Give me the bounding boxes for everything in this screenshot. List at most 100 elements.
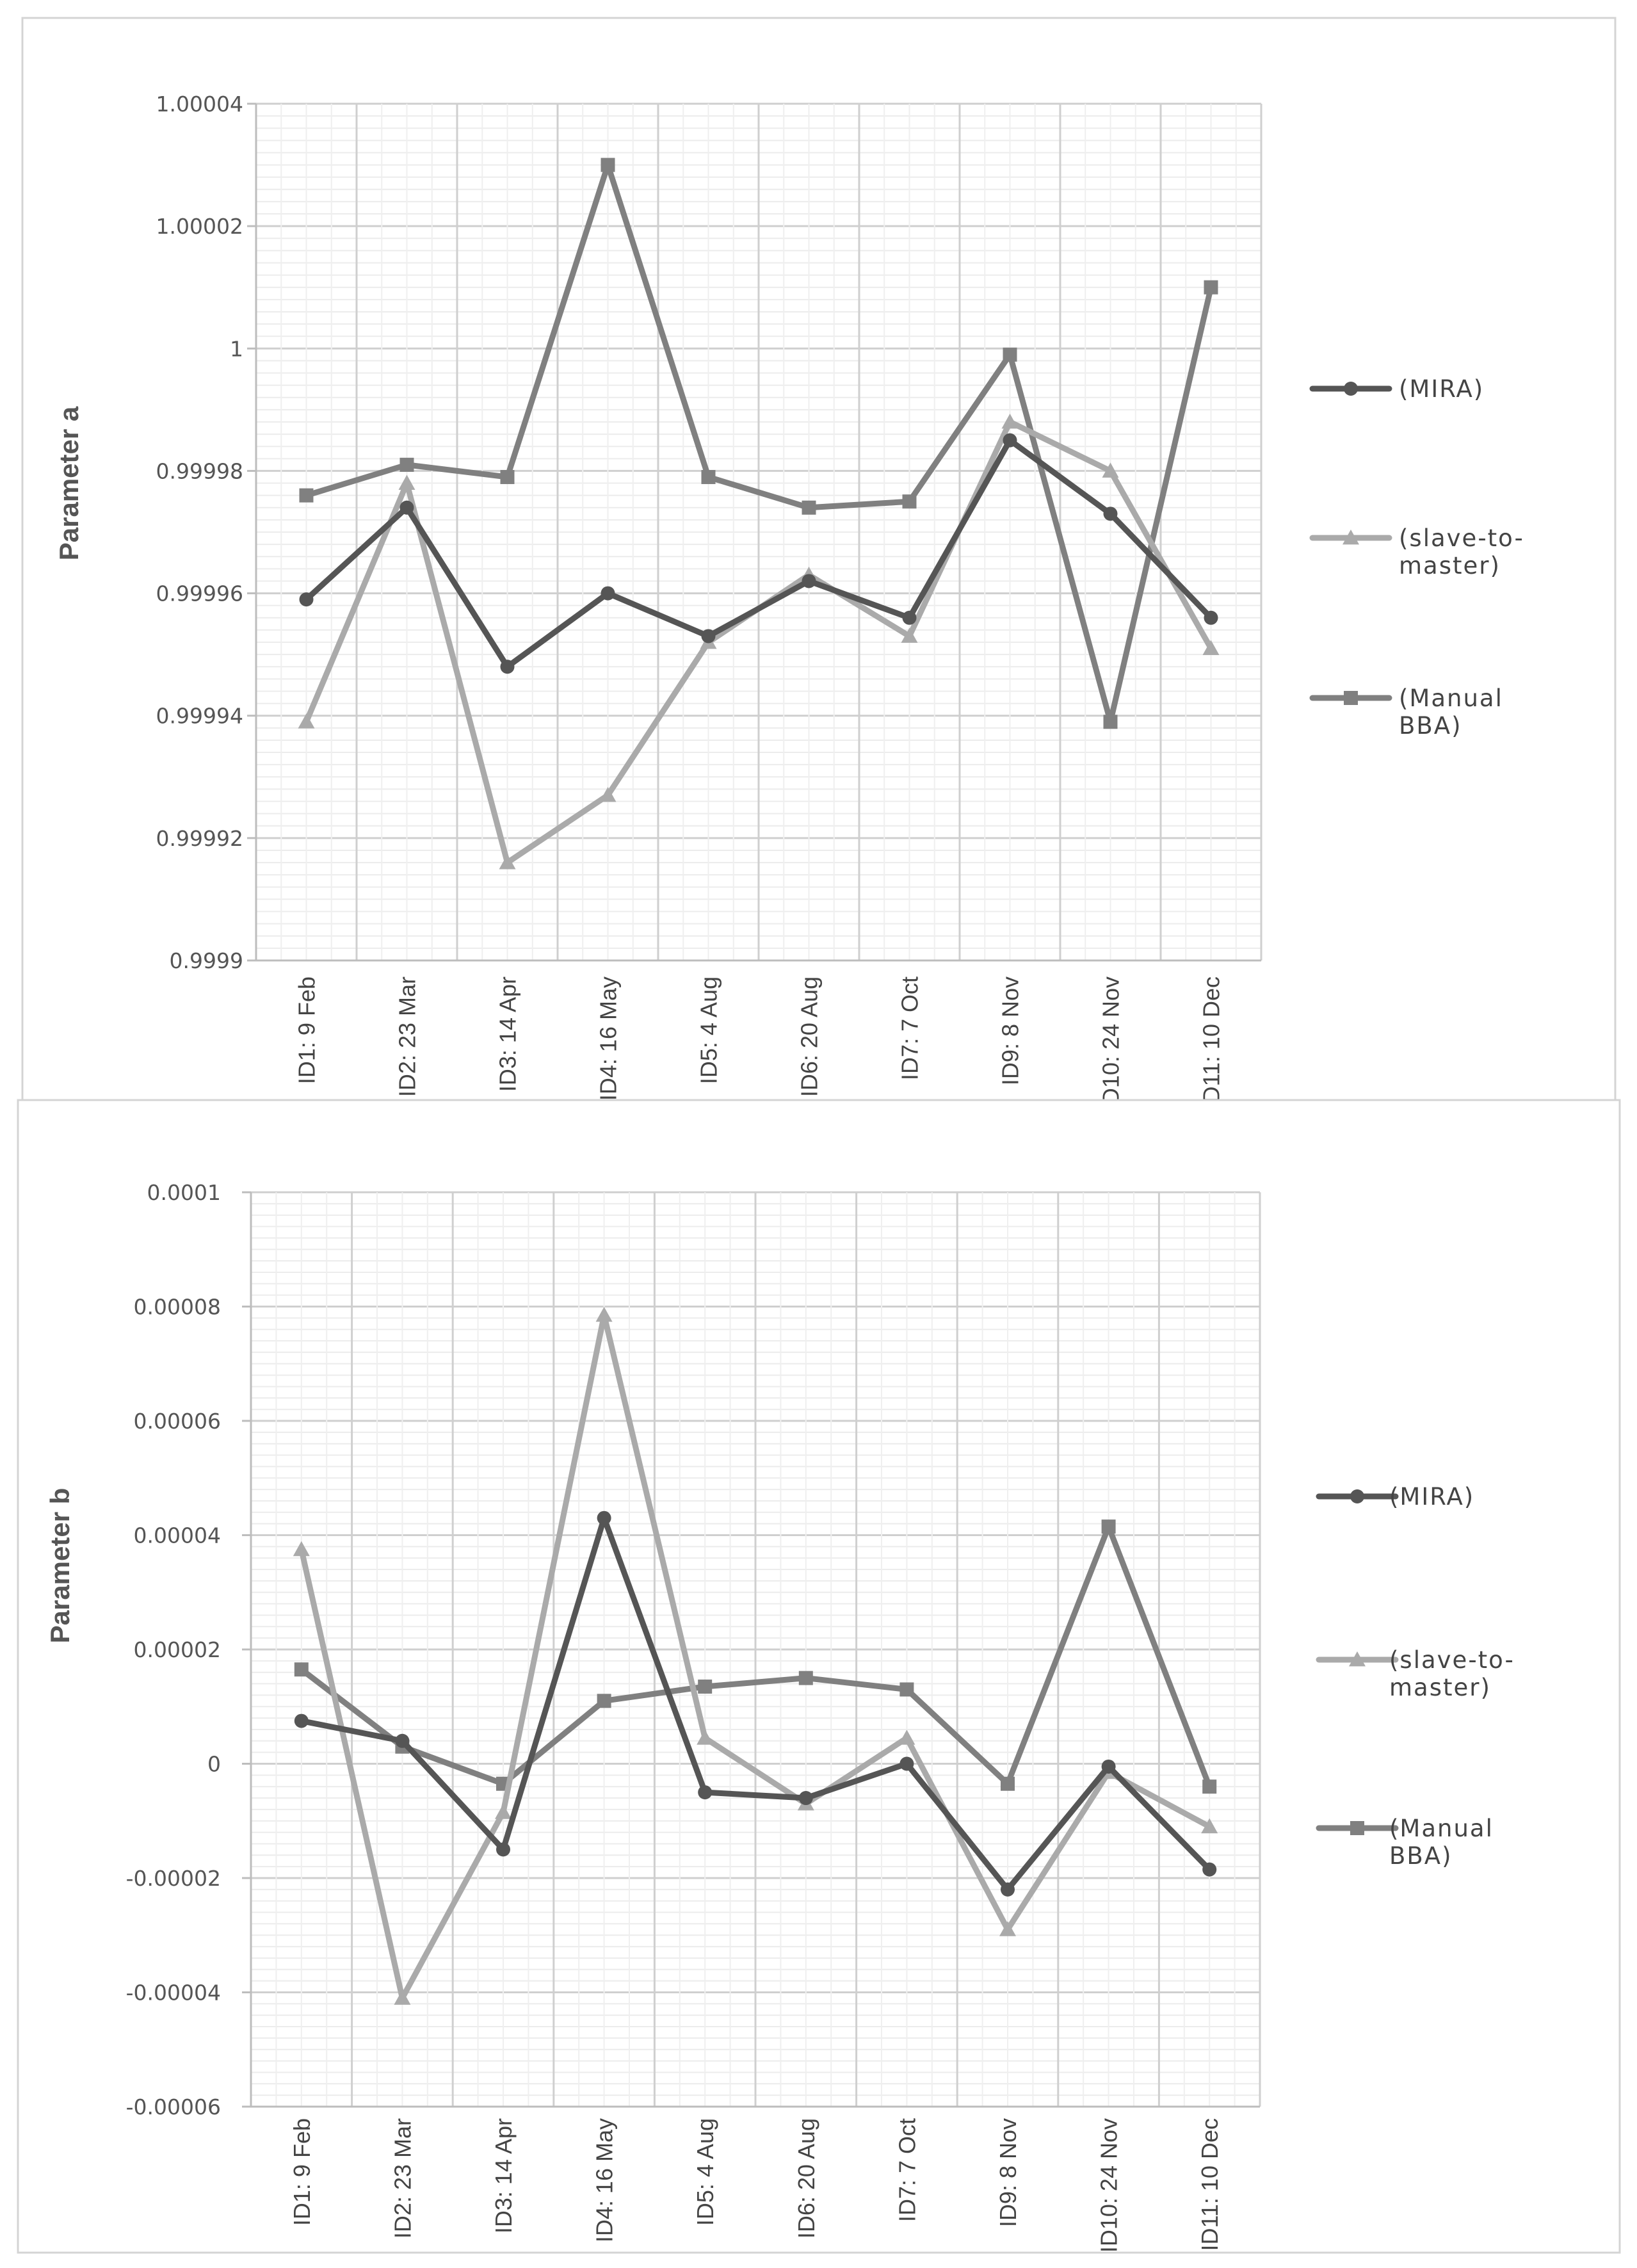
chart-a-x-tick-label: ID10: 24 Nov — [1098, 976, 1124, 1111]
chart-b-y-tick-label: -0.00002 — [126, 1866, 221, 1891]
chart-a-legend-marker-manual-bba — [1344, 691, 1358, 705]
chart-a-x-tick-label: ID1: 9 Feb — [294, 976, 320, 1084]
chart-a-point-slave-to-master — [599, 786, 617, 802]
chart-a-point-manual-bba — [500, 469, 515, 484]
chart-b-x-tick-label: ID1: 9 Feb — [289, 2118, 315, 2226]
chart-b-point-slave-to-master — [595, 1306, 613, 1322]
chart-b-point-mira — [698, 1785, 713, 1800]
chart-a-y-axis-label: Parameter a — [54, 406, 84, 560]
chart-b-series — [293, 1306, 1218, 2005]
chart-a-x-tick-label: ID11: 10 Dec — [1198, 976, 1225, 1109]
chart-b-point-mira — [1001, 1882, 1015, 1897]
chart-a-point-manual-bba — [1204, 280, 1218, 295]
chart-parameter-b: -0.00006 -0.00004 -0.00002 0 0.00002 0.00004 0… — [17, 1099, 1621, 2254]
chart-b-grid — [250, 1191, 1261, 2108]
chart-a-axes — [247, 102, 1261, 962]
chart-a-y-tick-label: 1.00004 — [156, 92, 243, 117]
chart-a-x-tick-label: ID5: 4 Aug — [696, 976, 722, 1084]
chart-a-point-mira — [399, 500, 414, 515]
chart-a-y-tick-labels: 0.9999 0.99992 0.99994 0.99996 0.99998 1 1.000… — [156, 92, 243, 973]
chart-b-series-slave-to-master — [293, 1306, 1218, 2005]
chart-b-y-tick-label: -0.00006 — [126, 2094, 221, 2119]
chart-a-point-manual-bba — [802, 500, 816, 515]
chart-b-y-axis-label: Parameter b — [45, 1488, 75, 1644]
chart-b-point-slave-to-master — [394, 1989, 411, 2005]
chart-b-y-tick-label: 0.00008 — [134, 1295, 221, 1320]
chart-a-point-mira — [701, 629, 716, 644]
chart-b-y-tick-label: 0.0001 — [147, 1180, 221, 1205]
chart-b-point-slave-to-master — [495, 1804, 512, 1819]
chart-b-point-mira — [294, 1713, 309, 1728]
chart-b-legend-marker-slave-to-master — [1349, 1651, 1366, 1667]
chart-a-legend-label-slave-to-master: master) — [1399, 552, 1501, 579]
chart-a-point-manual-bba — [902, 494, 917, 509]
chart-b-x-tick-label: ID10: 24 Nov — [1096, 2118, 1122, 2253]
chart-b-x-tick-label: ID3: 14 Apr — [490, 2118, 517, 2233]
chart-a-point-manual-bba — [299, 488, 314, 503]
chart-b-point-manual-bba — [597, 1694, 611, 1708]
chart-b-legend-label-manual-bba: (Manual — [1389, 1815, 1494, 1842]
chart-b-x-tick-label: ID7: 7 Oct — [894, 2118, 920, 2222]
chart-a-legend-label-manual-bba: (Manual — [1399, 684, 1503, 712]
chart-b-x-tick-label: ID2: 23 Mar — [389, 2118, 415, 2239]
chart-a-point-mira — [601, 586, 615, 601]
chart-b-point-manual-bba — [899, 1682, 914, 1697]
chart-a-grid — [255, 102, 1262, 962]
chart-b-point-manual-bba — [1202, 1779, 1217, 1794]
chart-a-legend-item-mira: (MIRA) — [1309, 375, 1484, 403]
chart-b-frame — [17, 1099, 1621, 2254]
chart-a-y-tick-label: 0.99992 — [156, 826, 243, 851]
chart-b-point-manual-bba — [698, 1680, 713, 1694]
chart-a-point-mira — [1103, 506, 1118, 521]
chart-a-y-tick-label: 0.99998 — [156, 458, 243, 483]
chart-a-series-mira — [299, 433, 1218, 674]
chart-b-x-tick-labels: ID1: 9 Feb ID2: 23 Mar ID3: 14 Apr ID4: 16 … — [289, 2118, 1223, 2253]
chart-b-legend-label-mira: (MIRA) — [1389, 1483, 1474, 1511]
chart-a-frame — [21, 17, 1617, 1101]
chart-a-line-mira — [303, 437, 1214, 670]
chart-b-point-mira — [899, 1756, 914, 1771]
chart-a-x-tick-label: ID4: 16 May — [595, 976, 622, 1101]
chart-b-y-tick-label: 0.00004 — [134, 1523, 221, 1548]
chart-b-legend-label-slave-to-master: master) — [1389, 1674, 1491, 1701]
chart-b-point-manual-bba — [1101, 1519, 1116, 1534]
chart-a-line-manual-bba — [303, 162, 1214, 725]
chart-b-legend-marker-mira — [1350, 1489, 1364, 1503]
chart-a-point-slave-to-master — [1001, 413, 1019, 429]
chart-b-point-mira — [496, 1842, 510, 1857]
chart-a-point-slave-to-master — [398, 474, 415, 490]
chart-a-x-tick-label: ID7: 7 Oct — [897, 976, 923, 1080]
chart-b-legend-marker-manual-bba — [1350, 1821, 1364, 1835]
chart-b-x-tick-label: ID5: 4 Aug — [692, 2118, 718, 2226]
chart-a-legend-marker-mira — [1344, 382, 1358, 396]
chart-b-x-tick-label: ID9: 8 Nov — [995, 2118, 1021, 2227]
chart-b-legend-item-mira: (MIRA) — [1316, 1483, 1474, 1511]
chart-b-x-tick-label: ID6: 20 Aug — [793, 2118, 819, 2239]
chart-a-series-manual-bba — [299, 158, 1218, 729]
chart-a-point-slave-to-master — [298, 713, 315, 729]
chart-b-point-slave-to-master — [293, 1541, 310, 1557]
chart-b-point-slave-to-master — [1201, 1818, 1218, 1834]
chart-a-point-manual-bba — [701, 469, 716, 484]
chart-a-legend-label-mira: (MIRA) — [1399, 375, 1484, 403]
chart-b-line-slave-to-master — [298, 1312, 1213, 2001]
chart-parameter-a: 0.9999 0.99992 0.99994 0.99996 0.99998 1 1.000… — [21, 17, 1617, 1111]
chart-b-point-mira — [395, 1733, 410, 1748]
chart-b-point-mira — [1101, 1759, 1116, 1774]
chart-a-point-mira — [802, 574, 816, 588]
chart-a-point-slave-to-master — [1102, 462, 1119, 478]
chart-b-point-slave-to-master — [697, 1729, 714, 1745]
chart-b-point-mira — [597, 1511, 611, 1525]
chart-a-legend-label-manual-bba: BBA) — [1399, 712, 1462, 740]
chart-a-point-mira — [1204, 610, 1218, 625]
chart-a-point-mira — [500, 660, 515, 674]
chart-b-legend-item-slave-to-master: (slave-to-master) — [1316, 1646, 1513, 1701]
chart-a-y-tick-label: 1.00002 — [156, 214, 243, 239]
chart-b-point-slave-to-master — [898, 1729, 915, 1745]
chart-b-y-tick-label: 0.00002 — [134, 1637, 221, 1662]
chart-a-x-tick-label: ID3: 14 Apr — [495, 976, 521, 1092]
chart-a-y-tick-label: 0.99994 — [156, 704, 243, 729]
chart-b-point-mira — [1202, 1862, 1217, 1877]
